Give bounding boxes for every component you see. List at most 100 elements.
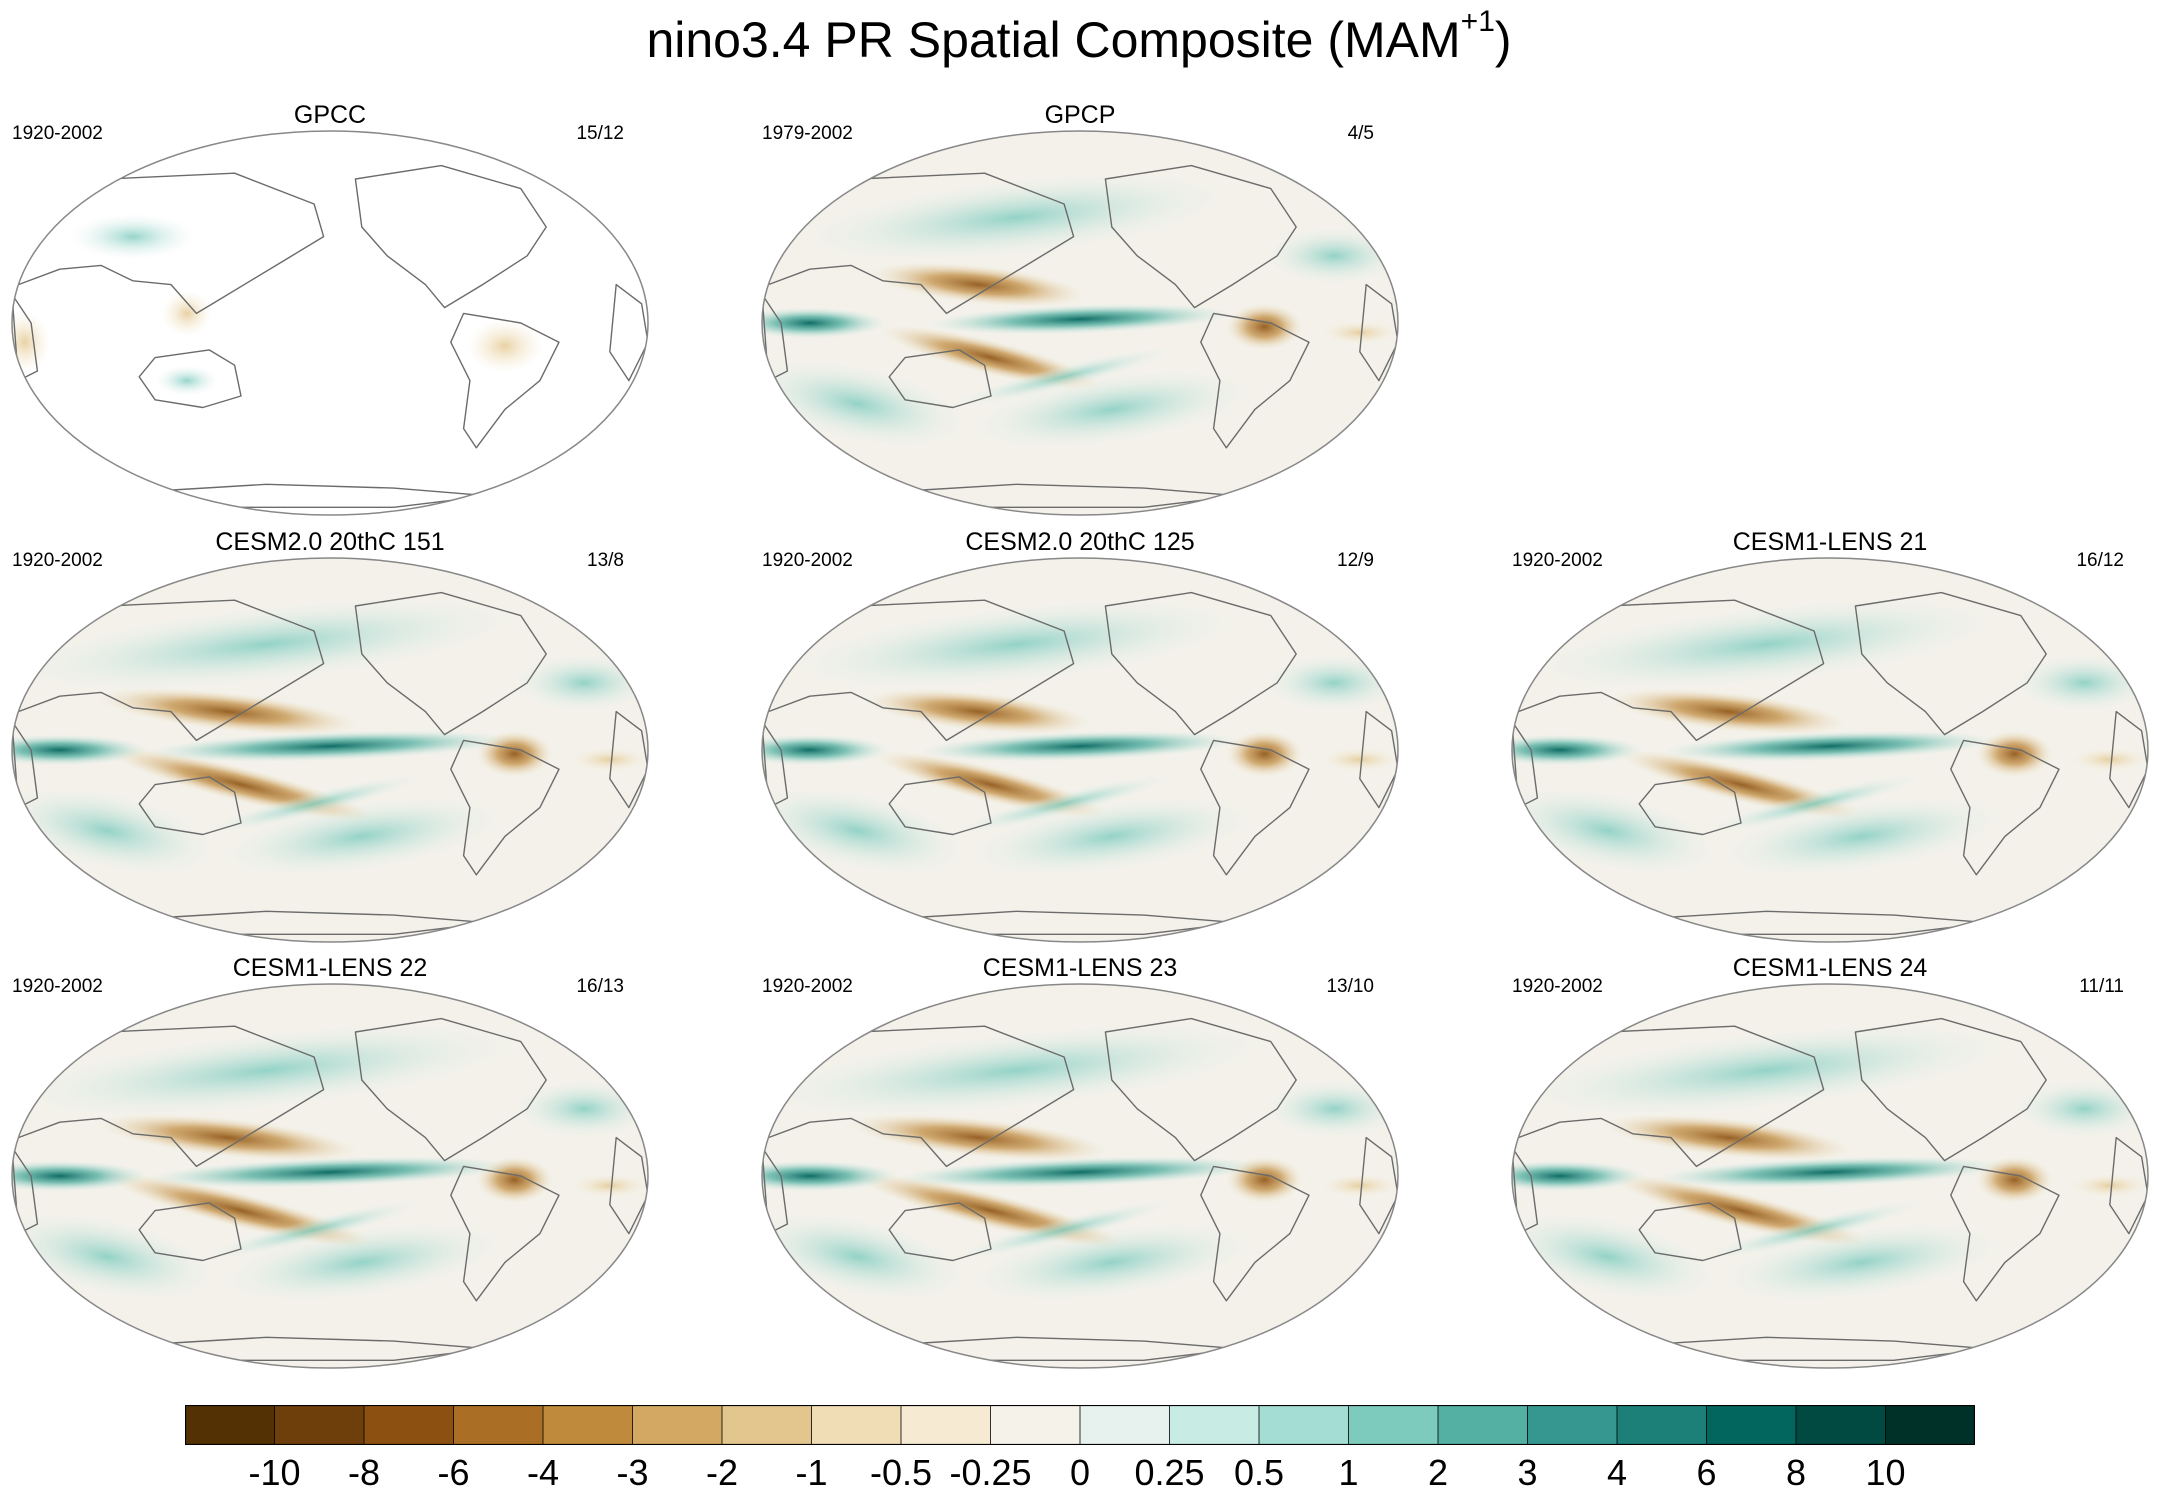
- anomaly-dry-west-pacific-north: [1609, 688, 1847, 735]
- panel-period: 1920-2002: [12, 976, 103, 997]
- colorbar: [185, 1405, 1975, 1445]
- anomaly-land-3: [161, 290, 213, 337]
- anomaly-dry-atlantic: [2071, 748, 2148, 772]
- figure-title-text: nino3.4 PR Spatial Composite (MAM: [646, 12, 1461, 68]
- panel-event-count: 13/10: [1326, 976, 1374, 997]
- anomaly-dry-atlantic: [1321, 1174, 1398, 1198]
- panel-title: CESM1-LENS 21: [1732, 528, 1928, 556]
- coastline-greenland: [2058, 580, 2098, 617]
- panel-period: 1920-2002: [12, 550, 103, 571]
- coastline-south-america: [450, 739, 560, 876]
- anomaly-wet-atlantic: [1264, 1080, 1398, 1138]
- anomaly-wet-north-pacific: [1522, 1024, 2010, 1117]
- coastline-asia: [17, 599, 325, 742]
- map-frame: [1511, 983, 2149, 1369]
- coastline-africa-edge: [1359, 1136, 1398, 1235]
- map-frame: [11, 557, 649, 943]
- anomaly-dry-amazon: [1226, 730, 1303, 777]
- panel-event-count: 16/13: [576, 976, 624, 997]
- anomaly-wet-spcz: [956, 774, 1173, 833]
- panel-period: 1920-2002: [12, 123, 103, 144]
- figure-title: nino3.4 PR Spatial Composite (MAM+1): [0, 7, 2158, 72]
- coastline-africa-edge: [2109, 1136, 2148, 1235]
- panel-event-count: 11/11: [2079, 976, 2124, 997]
- map-frame: [761, 983, 1399, 1369]
- colorbar-tick-label: -0.5: [869, 1452, 933, 1493]
- anomaly-dry-west-pacific-north: [848, 1114, 1108, 1162]
- coastline-south-america: [1200, 1165, 1310, 1302]
- coastline-asia: [767, 1025, 1075, 1168]
- coastline-australia: [1638, 776, 1742, 836]
- coastline-south-america: [1950, 1165, 2060, 1302]
- map-cesm2-151: [11, 557, 649, 943]
- panel-period: 1920-2002: [762, 976, 853, 997]
- coastline-asia: [767, 599, 1075, 742]
- anomaly-dry-atlantic: [571, 1174, 648, 1198]
- anomaly-wet-indian-band: [762, 307, 887, 339]
- anomaly-wet-north-pacific: [1532, 598, 2001, 690]
- anomaly-wet-spcz: [956, 1200, 1173, 1259]
- colorbar-swatch: [1169, 1405, 1260, 1445]
- map-cesm2-125: [761, 557, 1399, 943]
- coastline-australia: [1638, 1202, 1742, 1262]
- anomaly-wet-equatorial-pacific: [895, 1156, 1265, 1188]
- anomaly-wet-equatorial-pacific: [145, 1156, 515, 1188]
- anomaly-wet-atlantic: [2014, 654, 2148, 712]
- colorbar-tick-label: -0.25: [949, 1452, 1032, 1493]
- colorbar-tick-label: 4: [1606, 1452, 1628, 1493]
- map-panel-cesm2-125: CESM2.0 20thC 125 1920-2002 12/9: [750, 527, 1410, 947]
- coastline-asia: [767, 172, 1075, 315]
- anomaly-wet-spcz: [956, 347, 1173, 406]
- colorbar-tick-label: 10: [1865, 1452, 1906, 1493]
- coastline-africa-edge: [609, 710, 648, 809]
- colorbar-tick-label: -2: [705, 1452, 739, 1493]
- map-panel-lens24: CESM1-LENS 24 1920-2002 11/11: [1500, 953, 2158, 1373]
- coastline-asia: [1517, 599, 1825, 742]
- anomaly-dry-atlantic: [1321, 748, 1398, 772]
- coastline-south-america: [1200, 739, 1310, 876]
- anomaly-dry-amazon: [1226, 303, 1303, 350]
- panel-event-count: 15/12: [576, 123, 624, 144]
- colorbar-swatch: [811, 1405, 902, 1445]
- colorbar-tick-label: 6: [1696, 1452, 1717, 1493]
- coastline-south-america: [1200, 312, 1310, 449]
- colorbar-swatch: [1616, 1405, 1708, 1445]
- anomaly-wet-north-pacific: [801, 173, 1232, 262]
- colorbar-tick-label: -6: [437, 1452, 470, 1493]
- anomaly-wet-equatorial-pacific: [1661, 730, 1999, 762]
- map-gpcp: [761, 130, 1399, 516]
- colorbar-swatch: [1079, 1405, 1171, 1445]
- coastline-north-america: [1104, 164, 1297, 309]
- colorbar-tick-label: 0.5: [1233, 1452, 1285, 1493]
- anomaly-wet-equatorial-pacific: [927, 303, 1233, 335]
- anomaly-dry-west-pacific-north: [98, 688, 358, 736]
- panel-period: 1979-2002: [762, 123, 853, 144]
- coastline-africa-edge: [1359, 710, 1398, 809]
- colorbar-swatch: [1258, 1405, 1350, 1445]
- colorbar-swatch: [721, 1405, 813, 1445]
- colorbar-tick-label: 3: [1517, 1452, 1538, 1493]
- coastline-greenland: [1308, 1006, 1348, 1043]
- coastline-australia: [888, 349, 992, 409]
- coastline-australia: [138, 1202, 242, 1262]
- coastline-north-america: [1104, 1017, 1297, 1162]
- colorbar-tick-label: 2: [1427, 1452, 1449, 1493]
- coastline-north-america: [1104, 591, 1297, 736]
- anomaly-wet-north-pacific: [13, 597, 520, 691]
- panel-title: CESM1-LENS 24: [1732, 954, 1928, 982]
- anomaly-wet-equatorial-pacific: [145, 730, 515, 762]
- map-gpcc: [11, 130, 649, 516]
- anomaly-wet-atlantic: [514, 654, 648, 712]
- map-frame: [11, 983, 649, 1369]
- anomaly-wet-equatorial-pacific: [1653, 1156, 2007, 1188]
- anomaly-wet-spcz: [206, 1200, 423, 1259]
- coastline-north-america: [354, 164, 547, 309]
- panel-period: 1920-2002: [762, 550, 853, 571]
- coastline-australia: [888, 1202, 992, 1262]
- colorbar-swatch: [185, 1405, 276, 1445]
- coastline-australia: [888, 776, 992, 836]
- map-frame: [761, 130, 1399, 516]
- anomaly-dry-west-pacific-north: [865, 689, 1091, 735]
- map-panel-lens23: CESM1-LENS 23 1920-2002 13/10: [750, 953, 1410, 1373]
- anomaly-wet-indian-band: [1512, 1160, 1646, 1192]
